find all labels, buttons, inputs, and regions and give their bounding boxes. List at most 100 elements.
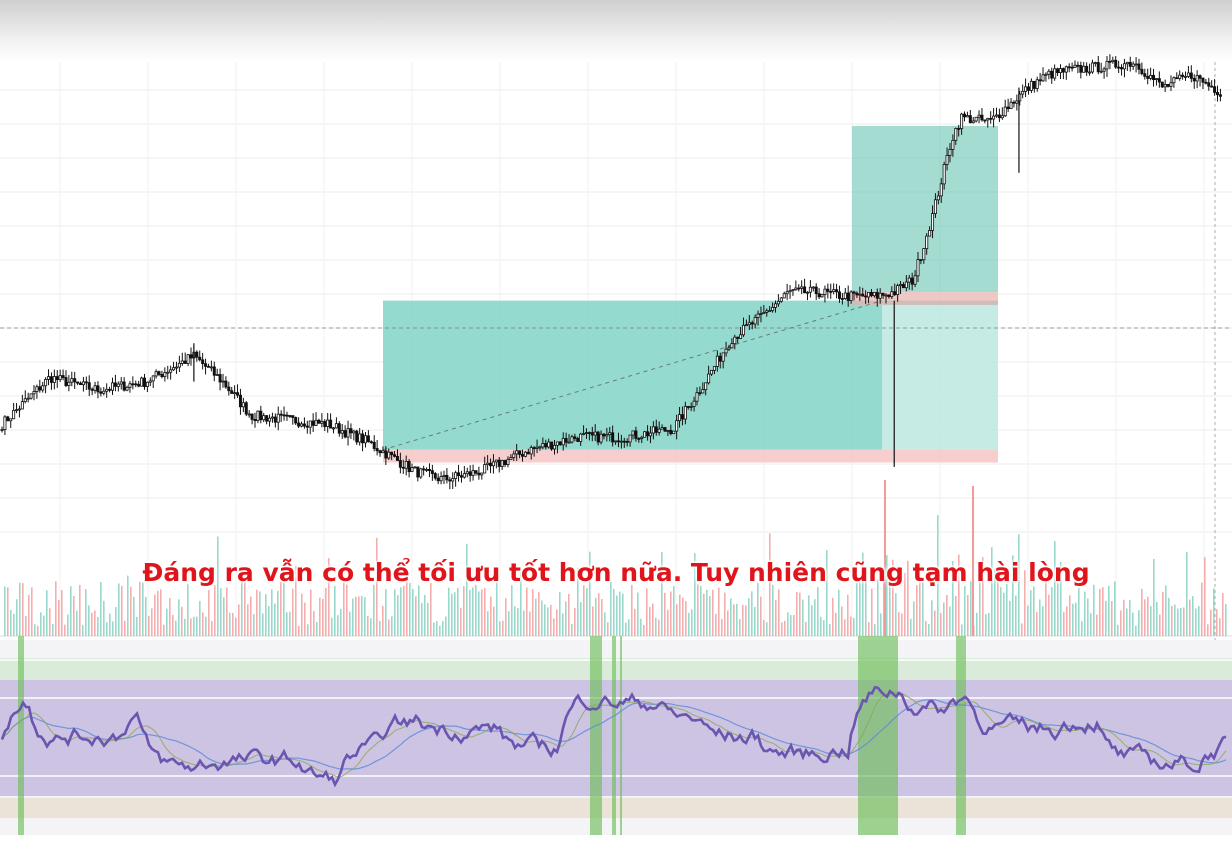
candle-body <box>285 414 289 417</box>
candle-body <box>550 441 554 450</box>
volume-bar <box>589 551 591 636</box>
candle-body <box>983 119 987 122</box>
volume-bar <box>157 590 159 636</box>
candle-body <box>279 413 283 416</box>
volume-bar <box>259 591 261 636</box>
candle-body <box>747 322 751 326</box>
volume-bar <box>343 581 345 636</box>
candle-body <box>945 155 949 165</box>
volume-bar <box>472 587 474 636</box>
candle-body <box>99 391 103 394</box>
candle-body <box>390 451 394 456</box>
candle-body <box>76 381 80 384</box>
volume-bar <box>763 620 765 636</box>
volume-bar <box>946 594 948 636</box>
bottom-margin <box>0 835 1232 857</box>
candle-body <box>442 474 446 477</box>
candle-body <box>837 291 841 299</box>
volume-bar <box>1222 593 1224 636</box>
volume-bar <box>802 599 804 636</box>
volume-bar <box>307 624 309 636</box>
signal-column <box>620 636 622 835</box>
candle-body <box>951 139 955 150</box>
volume-bar <box>1105 600 1107 636</box>
candle-body <box>419 468 423 478</box>
candle-body <box>634 430 638 439</box>
candle-body <box>521 454 525 457</box>
volume-bar <box>661 552 663 636</box>
volume-bar <box>625 622 627 636</box>
candle-body <box>869 292 873 297</box>
candle-body <box>79 382 83 386</box>
candle-body <box>608 432 612 436</box>
volume-bar <box>106 622 108 636</box>
volume-bar <box>715 613 717 636</box>
volume-bar <box>292 588 294 636</box>
candle-body <box>67 381 71 387</box>
volume-bar <box>658 619 660 636</box>
volume-bar <box>481 589 483 636</box>
candle-body <box>113 382 117 387</box>
candle-body <box>317 419 321 424</box>
candle-body <box>590 432 594 436</box>
volume-bar <box>463 586 465 636</box>
volume-bar <box>604 612 606 636</box>
candle-body <box>311 420 315 426</box>
candle-body <box>785 291 789 295</box>
volume-bar <box>340 608 342 636</box>
volume-bar <box>655 617 657 636</box>
candle-body <box>224 380 228 388</box>
candle-body <box>515 450 519 455</box>
candle-body <box>907 277 911 283</box>
volume-bar <box>955 596 957 636</box>
candle-body <box>6 416 10 422</box>
volume-bar <box>202 612 204 636</box>
volume-bar <box>217 536 219 636</box>
volume-bar <box>445 616 447 636</box>
volume-bar <box>328 558 330 636</box>
volume-bar <box>346 584 348 636</box>
volume-bar <box>601 598 603 636</box>
candle-body <box>288 415 292 417</box>
candle-body <box>474 470 478 474</box>
volume-bar <box>19 582 21 636</box>
volume-bar <box>118 583 120 636</box>
volume-bar <box>193 616 195 636</box>
volume-bar <box>76 610 78 636</box>
candle-body <box>244 402 248 415</box>
volume-bar <box>1102 587 1104 636</box>
volume-bar <box>469 589 471 636</box>
volume-bar <box>847 594 849 636</box>
candle-body <box>756 313 760 318</box>
candle-body <box>375 448 379 452</box>
volume-bar <box>1063 612 1065 636</box>
volume-bar <box>1168 597 1170 636</box>
volume-bar <box>697 584 699 636</box>
volume-bar <box>1162 591 1164 636</box>
volume-bar <box>256 589 258 636</box>
candle-body <box>172 367 176 371</box>
candle-body <box>355 430 359 443</box>
volume-bar <box>313 611 315 636</box>
candle-body <box>352 430 356 434</box>
volume-bar <box>1117 624 1119 636</box>
candle-body <box>334 423 338 429</box>
volume-bar <box>166 608 168 636</box>
volume-bar <box>325 587 327 636</box>
volume-bar <box>25 616 27 636</box>
volume-bar <box>790 615 792 636</box>
volume-bar <box>64 624 66 636</box>
volume-bar <box>676 604 678 636</box>
candle-body <box>619 440 623 443</box>
candle-body <box>186 354 190 364</box>
volume-bar <box>55 581 57 636</box>
volume-bar <box>943 602 945 636</box>
candle-body <box>1093 62 1097 64</box>
candle-body <box>236 392 240 396</box>
volume-bar <box>61 590 63 636</box>
volume-bar <box>79 584 81 636</box>
candle-body <box>425 468 429 471</box>
volume-bar <box>775 600 777 636</box>
position-zones <box>0 62 1232 836</box>
volume-bar <box>163 624 165 636</box>
